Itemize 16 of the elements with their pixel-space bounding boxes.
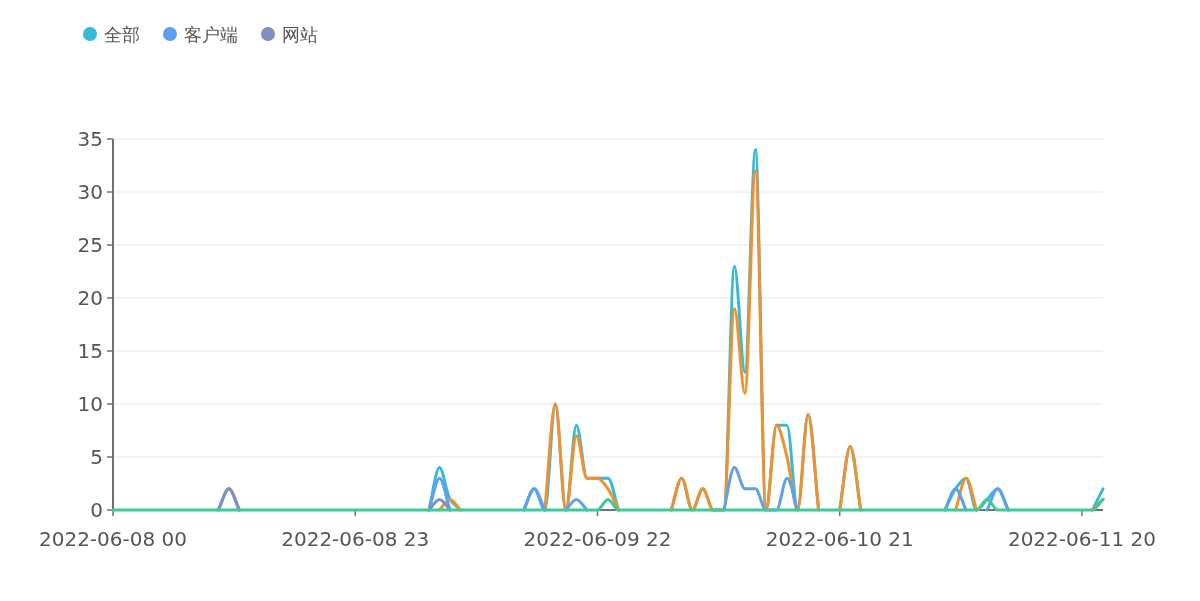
y-tick-label: 35 xyxy=(77,127,103,151)
y-tick-label: 0 xyxy=(90,498,103,522)
y-tick-label: 30 xyxy=(77,180,103,204)
y-tick-label: 5 xyxy=(90,445,103,469)
x-tick-label: 2022-06-09 22 xyxy=(523,527,672,551)
legend-label: 全部 xyxy=(104,24,140,45)
x-tick-label: 2022-06-08 23 xyxy=(281,527,430,551)
y-tick-label: 10 xyxy=(77,392,103,416)
legend-label: 客户端 xyxy=(184,24,238,45)
y-tick-label: 25 xyxy=(77,233,103,257)
y-tick-label: 20 xyxy=(77,286,103,310)
x-tick-label: 2022-06-08 00 xyxy=(38,527,188,551)
x-tick-label: 2022-06-11 20 xyxy=(1007,527,1156,551)
y-tick-label: 15 xyxy=(77,339,103,363)
x-tick-label: 2022-06-10 21 xyxy=(765,527,914,551)
legend-label: 网站 xyxy=(282,24,318,45)
